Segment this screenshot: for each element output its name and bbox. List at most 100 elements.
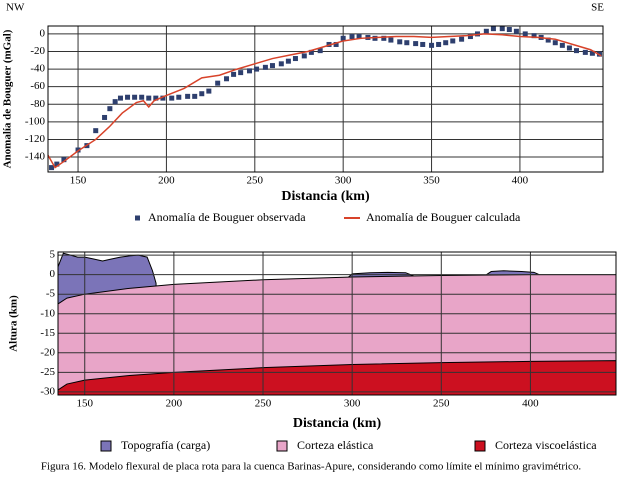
legend-swatch [135, 215, 140, 221]
point [388, 37, 394, 43]
point [254, 66, 260, 72]
y-tick-label: 5 [50, 249, 56, 261]
point [269, 63, 275, 69]
point [467, 34, 473, 40]
legend-label: Corteza elástica [297, 438, 374, 452]
x-tick-label: 150 [70, 175, 87, 187]
point [506, 27, 512, 33]
point [112, 99, 118, 105]
x-tick-label: 350 [423, 175, 440, 187]
x-tick-label: 300 [344, 398, 361, 410]
point [349, 34, 355, 40]
point [531, 33, 537, 39]
point [513, 28, 519, 34]
point [443, 40, 449, 46]
y-tick-label: -100 [25, 115, 46, 127]
point [559, 42, 565, 48]
legend-swatch [276, 440, 288, 452]
point [404, 40, 410, 46]
y-tick-label: -140 [25, 151, 46, 163]
legend-label: Topografía (carga) [121, 438, 210, 452]
x-tick-label: 300 [335, 175, 352, 187]
y-tick-label: -15 [40, 327, 55, 339]
point [206, 88, 212, 94]
x-tick-label: 250 [255, 398, 272, 410]
y-axis-label: Altura (km) [8, 295, 20, 352]
point [107, 106, 113, 112]
y-tick-label: -20 [40, 346, 55, 358]
point [278, 61, 284, 67]
point [522, 31, 528, 37]
point [381, 35, 387, 41]
x-tick-label: 400 [512, 175, 529, 187]
point [262, 64, 268, 70]
legend-label: Anomalía de Bouguer calculada [366, 210, 521, 224]
x-tick-label: 200 [158, 175, 175, 187]
point [139, 94, 145, 100]
annotation: SE [591, 2, 604, 14]
point [231, 71, 237, 77]
x-tick-label: 250 [433, 398, 450, 410]
legend-label: Corteza viscoelástica [495, 438, 597, 452]
y-tick-label: -120 [25, 133, 46, 145]
y-tick-label: -80 [30, 98, 45, 110]
y-tick-label: 0 [50, 268, 56, 280]
x-axis-label: Distancia (km) [293, 416, 382, 431]
y-axis-label: Anomalía de Bouguer (mGal) [2, 29, 14, 168]
point [285, 58, 291, 64]
line [47, 33, 602, 169]
y-tick-label: -25 [40, 366, 55, 378]
point [499, 26, 505, 32]
point [153, 95, 159, 101]
point [589, 50, 595, 56]
point [459, 36, 465, 42]
point [199, 91, 205, 97]
x-tick-label: 150 [76, 398, 93, 410]
point [317, 48, 323, 54]
point [146, 95, 152, 101]
point [125, 94, 131, 100]
legend-swatch [100, 440, 112, 452]
point [54, 161, 60, 167]
point [545, 37, 551, 43]
point [132, 94, 138, 100]
point [117, 95, 123, 101]
point [420, 41, 426, 47]
x-tick-label: 250 [247, 175, 264, 187]
y-tick-label: -30 [40, 385, 55, 397]
point [238, 70, 244, 76]
point [429, 42, 435, 48]
legend-label: Anomalía de Bouguer observada [148, 210, 306, 224]
point [490, 26, 496, 32]
point [397, 39, 403, 45]
point [160, 95, 166, 101]
point [483, 28, 489, 34]
point [215, 80, 221, 86]
y-tick-label: -60 [30, 80, 45, 92]
point [61, 157, 67, 163]
annotation: NW [6, 2, 25, 14]
point [192, 93, 198, 99]
point [176, 94, 182, 100]
point [450, 38, 456, 44]
point [356, 34, 362, 40]
point [169, 95, 175, 101]
point [301, 53, 307, 59]
point [308, 49, 314, 55]
x-tick-label: 200 [166, 398, 183, 410]
point [102, 114, 108, 120]
point [552, 40, 558, 46]
point [246, 68, 252, 74]
point [340, 35, 346, 41]
point [333, 41, 339, 47]
x-tick-label: 400 [522, 398, 539, 410]
point [566, 45, 572, 51]
plot-frame [57, 251, 617, 396]
x-axis-label: Distancia (km) [281, 189, 370, 204]
plot-frame [47, 25, 604, 173]
point [436, 41, 442, 47]
y-tick-label: -20 [30, 45, 45, 57]
legend-swatch [474, 440, 486, 452]
point [292, 56, 298, 62]
